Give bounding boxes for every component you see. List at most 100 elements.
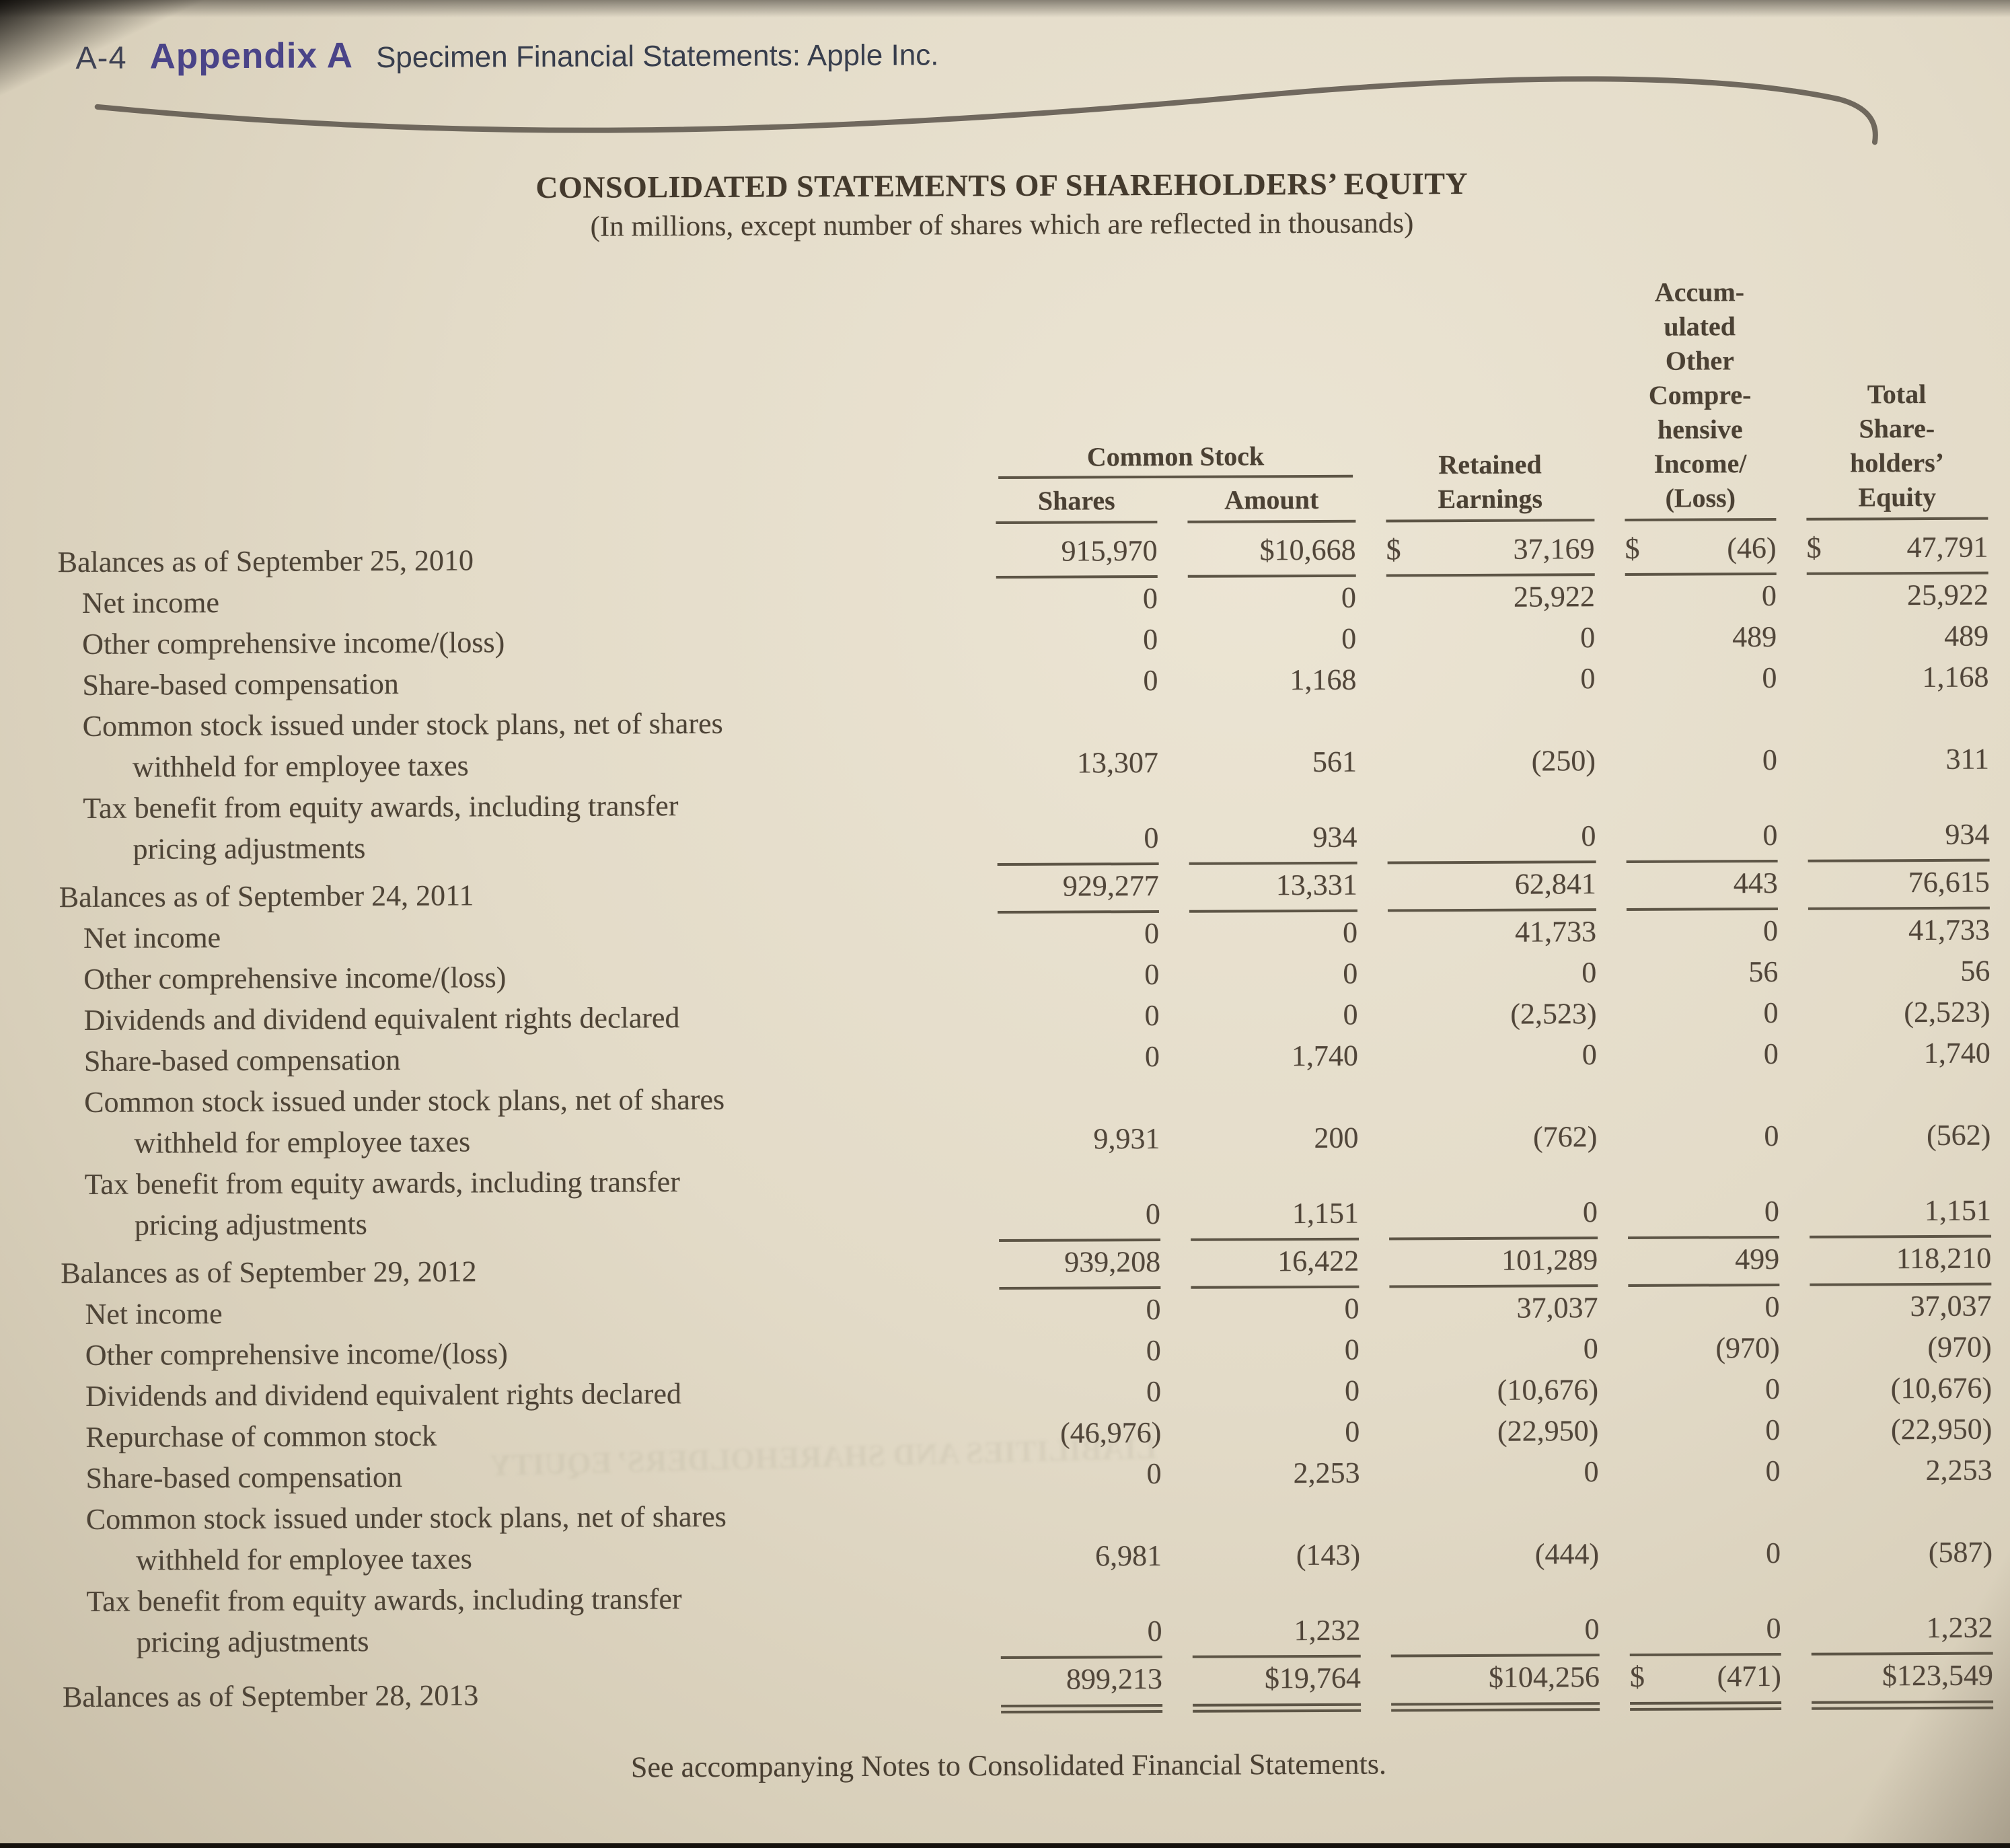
- cell-value: 0: [1765, 1413, 1781, 1447]
- cell-retained-earnings: 0: [1387, 815, 1596, 864]
- statement-subtitle: (In millions, except number of shares wh…: [590, 207, 1414, 243]
- cell-value: 0: [1764, 1119, 1779, 1153]
- cell-value: 37,037: [1516, 1291, 1598, 1325]
- row-label-line: withheld for employee taxes: [134, 1125, 471, 1160]
- cell-shares: 0: [1000, 1330, 1161, 1372]
- shareholders-equity-table: Common Stock Shares Amount Retained Earn…: [57, 274, 1994, 1718]
- currency-sign: $: [1806, 531, 1822, 564]
- cell-value: 0: [1144, 1039, 1160, 1074]
- cell-value: 1,232: [1926, 1611, 1993, 1645]
- cell-aoci: 0: [1627, 1190, 1780, 1239]
- cell-total-equity: (22,950): [1810, 1409, 1993, 1450]
- row-label: Balances as of September 24, 2011: [59, 873, 967, 918]
- row-label-line: Tax benefit from equity awards, includin…: [84, 1165, 680, 1201]
- cell-aoci: 0: [1629, 1450, 1780, 1492]
- cell-value: 1,168: [1922, 660, 1989, 694]
- cell-shares: 0: [996, 578, 1158, 620]
- cell-amount: 0: [1189, 953, 1357, 995]
- cell-value: 934: [1312, 820, 1357, 854]
- cell-total-equity: 76,615: [1808, 861, 1990, 910]
- cell-value: 0: [1343, 957, 1358, 990]
- cell-retained-earnings: (762): [1388, 1116, 1598, 1158]
- cell-total-equity: 1,740: [1809, 1033, 1990, 1074]
- cell-value: 499: [1735, 1242, 1780, 1276]
- row-label-line: withheld for employee taxes: [136, 1542, 472, 1577]
- row-label: Balances as of September 25, 2010: [58, 538, 966, 583]
- table-row: Share-based compensation 0 1,168 0 0 1,1…: [58, 657, 1988, 706]
- cell-value: $104,256: [1488, 1660, 1600, 1694]
- cell-retained-earnings: 0: [1386, 658, 1595, 700]
- column-header-total-equity: Total Share- holders’ Equity: [1806, 376, 1988, 521]
- cell-retained-earnings: 0: [1388, 1191, 1598, 1241]
- row-label: Tax benefit from equity awards, includin…: [62, 1577, 971, 1663]
- row-label-line: Share-based compensation: [82, 667, 399, 702]
- cell-total-equity: (2,523): [1808, 992, 1990, 1033]
- cell-value: 13,331: [1275, 868, 1357, 902]
- cell-value: (22,950): [1890, 1412, 1993, 1446]
- cell-value: 0: [1343, 998, 1358, 1031]
- cell-value: 13,307: [1076, 746, 1159, 780]
- cell-value: 1,151: [1292, 1196, 1360, 1230]
- row-label-line: Common stock issued under stock plans, n…: [82, 706, 723, 743]
- cell-value: 0: [1144, 998, 1160, 1033]
- cell-value: $10,668: [1259, 533, 1356, 567]
- cell-value: (444): [1534, 1537, 1600, 1571]
- cell-value: 489: [1944, 619, 1989, 653]
- cell-value: 25,922: [1513, 580, 1596, 614]
- cell-total-equity: (587): [1811, 1532, 1993, 1574]
- cell-aoci: 0: [1625, 575, 1777, 617]
- cell-value: (587): [1928, 1535, 1993, 1569]
- header-rule: [94, 76, 1878, 145]
- cell-retained-earnings: (22,950): [1390, 1410, 1599, 1452]
- currency-sign: $: [1625, 531, 1640, 565]
- cell-value: (22,950): [1497, 1414, 1599, 1448]
- cell-value: 76,615: [1908, 865, 1990, 899]
- cell-value: 1,168: [1290, 663, 1357, 697]
- cell-value: 37,037: [1910, 1289, 1992, 1323]
- statement-footnote: See accompanying Notes to Consolidated F…: [630, 1747, 1387, 1784]
- cell-aoci: 0: [1627, 1033, 1779, 1075]
- cell-value: 0: [1762, 818, 1778, 852]
- table-row: Tax benefit from equity awards, includin…: [59, 780, 1990, 871]
- cell-value: 0: [1583, 1332, 1598, 1366]
- cell-aoci: 0: [1629, 1532, 1781, 1574]
- cell-value: 0: [1146, 1292, 1161, 1327]
- cell-amount: 200: [1190, 1117, 1358, 1159]
- cell-shares: 0: [999, 1289, 1160, 1331]
- cell-total-equity: (970): [1810, 1327, 1992, 1368]
- cell-amount: 13,331: [1189, 864, 1357, 913]
- cell-aoci: 0: [1626, 739, 1777, 781]
- cell-value: 1,740: [1291, 1039, 1358, 1073]
- cell-shares: 929,277: [997, 865, 1159, 914]
- cell-value: 0: [1762, 914, 1779, 948]
- cell-value: (10,676): [1497, 1373, 1599, 1407]
- row-label-line: Other comprehensive income/(loss): [82, 626, 505, 661]
- cell-value: 915,970: [1061, 534, 1158, 568]
- cell-shares: 0: [998, 1193, 1161, 1243]
- cell-total-equity: 56: [1808, 951, 1990, 992]
- cell-value: 0: [1344, 1374, 1360, 1407]
- cell-retained-earnings: 0: [1388, 1034, 1597, 1076]
- column-header-shares: Shares: [996, 484, 1158, 525]
- cell-value: 2,253: [1293, 1456, 1360, 1490]
- cell-shares: 9,931: [998, 1118, 1160, 1160]
- cell-shares: (46,976): [1000, 1412, 1162, 1454]
- cell-value: 62,841: [1514, 867, 1596, 901]
- cell-value: 0: [1344, 1333, 1360, 1366]
- cell-shares: 0: [1000, 1453, 1161, 1495]
- cell-amount: 0: [1188, 618, 1356, 660]
- table-row: Common stock issued under stock plans, n…: [59, 698, 1990, 788]
- cell-retained-earnings: 0: [1386, 617, 1595, 659]
- common-stock-group-header: Common Stock: [998, 439, 1353, 480]
- table-header: Common Stock Shares Amount Retained Earn…: [57, 274, 1988, 529]
- cell-value: 37,169: [1513, 532, 1595, 566]
- cell-value: (143): [1296, 1538, 1361, 1572]
- appendix-title: Appendix A: [149, 36, 354, 77]
- row-label-line: pricing adjustments: [133, 831, 366, 866]
- row-label: Net income: [59, 914, 967, 959]
- cell-aoci: 499: [1628, 1238, 1780, 1287]
- cell-aoci: 56: [1627, 951, 1778, 993]
- cell-value: 0: [1142, 582, 1158, 616]
- cell-aoci: $ (471): [1629, 1655, 1782, 1711]
- cell-value: 0: [1345, 1415, 1360, 1448]
